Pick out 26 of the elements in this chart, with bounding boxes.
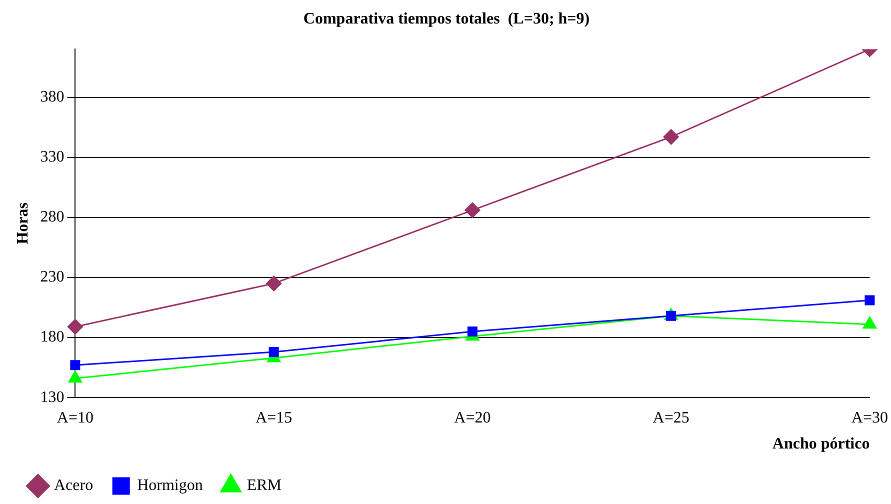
legend-label: ERM xyxy=(246,477,282,494)
x-tick-label: A=15 xyxy=(256,409,292,426)
legend-label: Acero xyxy=(54,477,94,494)
y-tick-label: 180 xyxy=(40,328,64,346)
y-axis-title: Horas xyxy=(14,202,32,244)
x-tick-label: A=30 xyxy=(851,409,888,426)
point xyxy=(864,295,875,306)
legend-label: Hormigon xyxy=(137,477,203,494)
x-axis-title: Ancho pórtico xyxy=(772,436,870,453)
y-tick-label: 280 xyxy=(40,208,64,226)
point xyxy=(467,326,478,337)
x-tick-label: A=20 xyxy=(454,409,491,426)
y-tick-label: 330 xyxy=(40,148,64,166)
point xyxy=(464,202,480,218)
point xyxy=(68,370,82,383)
y-tick-label: 230 xyxy=(40,268,64,286)
y-tick-label: 130 xyxy=(40,388,64,406)
chart-title: Comparativa tiempos totales (L=30; h=9) xyxy=(303,10,590,28)
x-tick-label: A=25 xyxy=(652,409,690,426)
point xyxy=(67,318,83,334)
y-tick-label: 380 xyxy=(40,88,64,106)
point xyxy=(266,276,282,292)
x-tick-label: A=10 xyxy=(56,409,94,426)
point xyxy=(268,346,279,357)
point xyxy=(862,316,877,329)
point xyxy=(70,360,80,370)
